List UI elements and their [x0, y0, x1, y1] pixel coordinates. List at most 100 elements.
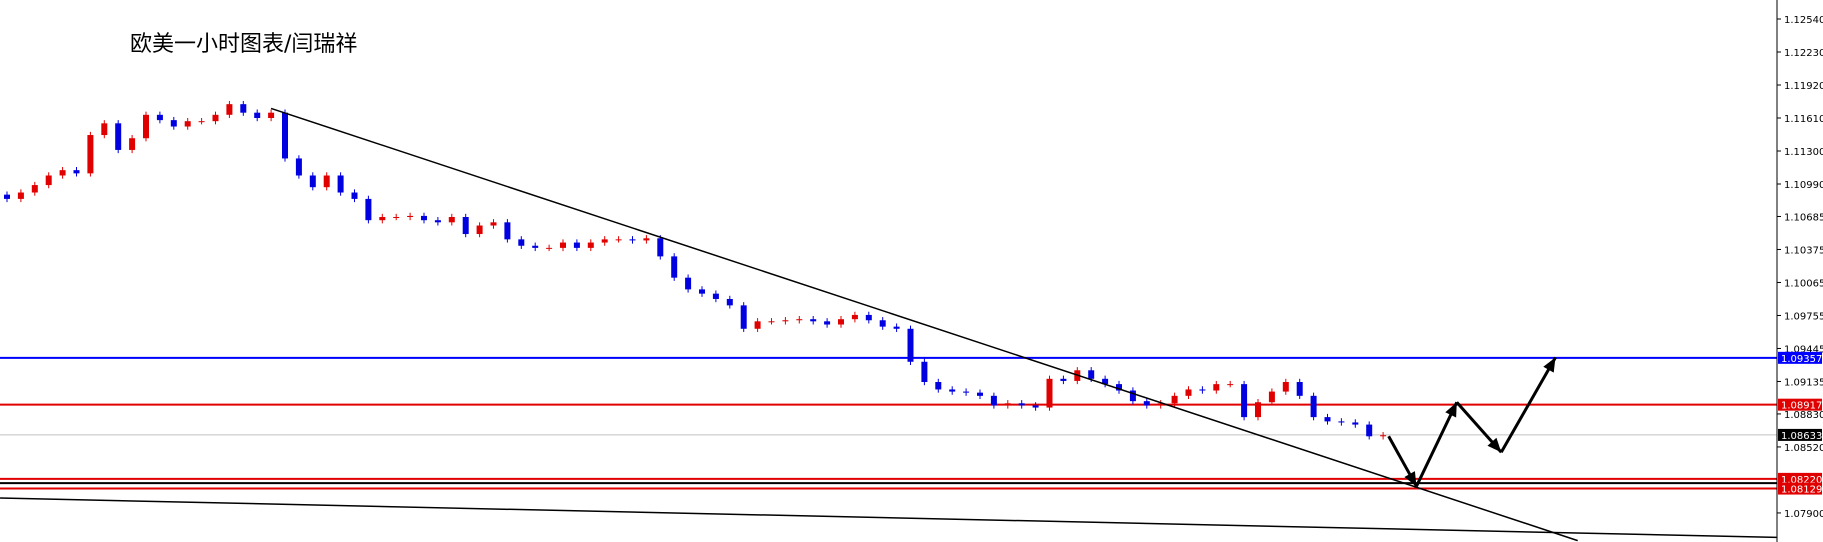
candle: [615, 236, 622, 243]
candle-body: [1282, 382, 1289, 392]
candle: [629, 236, 636, 244]
candle-body: [699, 289, 705, 294]
level-price-label: 1.08917: [1781, 401, 1822, 412]
candle: [1004, 400, 1011, 409]
candle-body: [657, 238, 664, 257]
candle: [1338, 418, 1345, 426]
candle-body: [1380, 435, 1387, 437]
candle-body: [685, 277, 692, 290]
candle-body: [504, 222, 511, 240]
candle-body: [323, 175, 330, 188]
candle-body: [838, 319, 844, 325]
candle-body: [45, 175, 52, 186]
candle-body: [1143, 401, 1150, 406]
candle: [143, 111, 149, 142]
candle: [351, 189, 358, 203]
candle: [31, 181, 38, 196]
candle-body: [1171, 395, 1178, 404]
arrowhead-icon: [1404, 471, 1417, 487]
candle-body: [212, 114, 219, 122]
candle: [448, 213, 455, 226]
candle: [1185, 386, 1192, 400]
arrowhead-icon: [1445, 402, 1457, 418]
candle: [560, 239, 566, 252]
candle-body: [170, 120, 177, 127]
candle: [1296, 378, 1303, 400]
candle-body: [59, 170, 66, 176]
candle-body: [1088, 370, 1095, 379]
candle: [1102, 375, 1109, 388]
candle-body: [1310, 395, 1317, 418]
candle: [1282, 378, 1289, 395]
level-price-tag: [1778, 351, 1822, 364]
candle: [740, 302, 747, 332]
candle-body: [560, 242, 566, 248]
y-tick-label: 1.07900: [1784, 509, 1823, 520]
candle: [685, 274, 692, 293]
candle-body: [4, 194, 10, 199]
candle-body: [115, 123, 122, 150]
level-price-label: 1.08129: [1781, 485, 1822, 496]
candle-body: [1116, 384, 1122, 391]
candle: [865, 311, 872, 324]
y-tick-label: 1.11920: [1784, 81, 1823, 92]
candle: [295, 155, 302, 179]
candle-body: [643, 238, 650, 241]
candle: [824, 318, 831, 328]
candle-body: [1018, 403, 1025, 406]
candle-body: [768, 321, 775, 323]
candle-body: [629, 239, 636, 241]
candle: [462, 213, 469, 238]
level-price-tag: [1778, 482, 1822, 495]
candle-body: [921, 361, 928, 382]
candle: [796, 316, 803, 324]
candle-body: [490, 222, 497, 226]
candle-body: [1296, 382, 1303, 396]
candle: [59, 166, 66, 179]
level-price-tag: [1778, 428, 1822, 441]
candle: [490, 219, 497, 229]
candle-body: [1324, 417, 1331, 422]
candle: [754, 318, 761, 332]
candle-body: [1366, 424, 1373, 437]
y-tick-label: 1.09135: [1784, 377, 1823, 388]
candle-body: [1338, 421, 1345, 423]
candle: [532, 242, 539, 252]
y-tick-label: 1.12230: [1784, 48, 1823, 59]
candle: [476, 222, 483, 238]
candle-body: [434, 220, 441, 223]
candle-body: [184, 121, 191, 127]
candle-body: [935, 382, 942, 390]
candle-body: [73, 170, 80, 174]
candle-body: [129, 138, 136, 150]
candle-body: [462, 217, 469, 235]
candle: [935, 378, 942, 393]
candle-body: [754, 321, 761, 329]
candle-body: [1241, 384, 1248, 418]
candle: [643, 235, 650, 244]
candle: [337, 172, 344, 196]
candle-body: [101, 123, 108, 136]
y-tick-label: 1.09445: [1784, 344, 1823, 355]
level-price-tag: [1778, 398, 1822, 411]
candle: [115, 120, 122, 154]
candle-body: [879, 320, 886, 327]
candle: [879, 317, 886, 330]
candle: [4, 191, 10, 203]
candle-body: [1032, 405, 1039, 408]
trendline: [270, 107, 1578, 542]
candle-body: [379, 217, 386, 221]
candle-body: [1255, 402, 1261, 418]
candle-body: [31, 185, 38, 193]
candle: [1255, 399, 1261, 421]
candle: [782, 317, 789, 325]
projection-arrow-segment: [1499, 356, 1557, 454]
candle: [434, 217, 441, 226]
candle: [323, 172, 330, 191]
y-tick-label: 1.11610: [1784, 114, 1823, 125]
candle-body: [796, 319, 803, 321]
candle-body: [351, 192, 358, 199]
candle: [921, 358, 928, 386]
